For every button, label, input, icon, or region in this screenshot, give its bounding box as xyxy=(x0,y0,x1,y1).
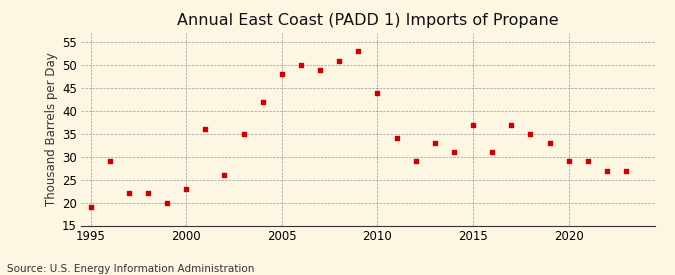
Point xyxy=(563,159,574,164)
Point xyxy=(162,200,173,205)
Point xyxy=(333,58,344,63)
Point xyxy=(544,141,555,145)
Point xyxy=(353,49,364,54)
Point xyxy=(104,159,115,164)
Text: Source: U.S. Energy Information Administration: Source: U.S. Energy Information Administ… xyxy=(7,264,254,274)
Point xyxy=(181,187,192,191)
Point xyxy=(257,100,268,104)
Point xyxy=(296,63,306,67)
Point xyxy=(372,90,383,95)
Point xyxy=(410,159,421,164)
Point xyxy=(487,150,497,154)
Point xyxy=(238,132,249,136)
Point xyxy=(315,67,325,72)
Point xyxy=(392,136,402,141)
Point xyxy=(468,122,479,127)
Point xyxy=(124,191,134,196)
Point xyxy=(277,72,288,76)
Point xyxy=(583,159,593,164)
Point xyxy=(525,132,536,136)
Point xyxy=(429,141,440,145)
Point xyxy=(448,150,459,154)
Point xyxy=(200,127,211,131)
Point xyxy=(142,191,153,196)
Point xyxy=(506,122,517,127)
Point xyxy=(219,173,230,177)
Point xyxy=(621,168,632,173)
Title: Annual East Coast (PADD 1) Imports of Propane: Annual East Coast (PADD 1) Imports of Pr… xyxy=(177,13,559,28)
Point xyxy=(601,168,612,173)
Y-axis label: Thousand Barrels per Day: Thousand Barrels per Day xyxy=(45,52,58,206)
Point xyxy=(85,205,96,209)
